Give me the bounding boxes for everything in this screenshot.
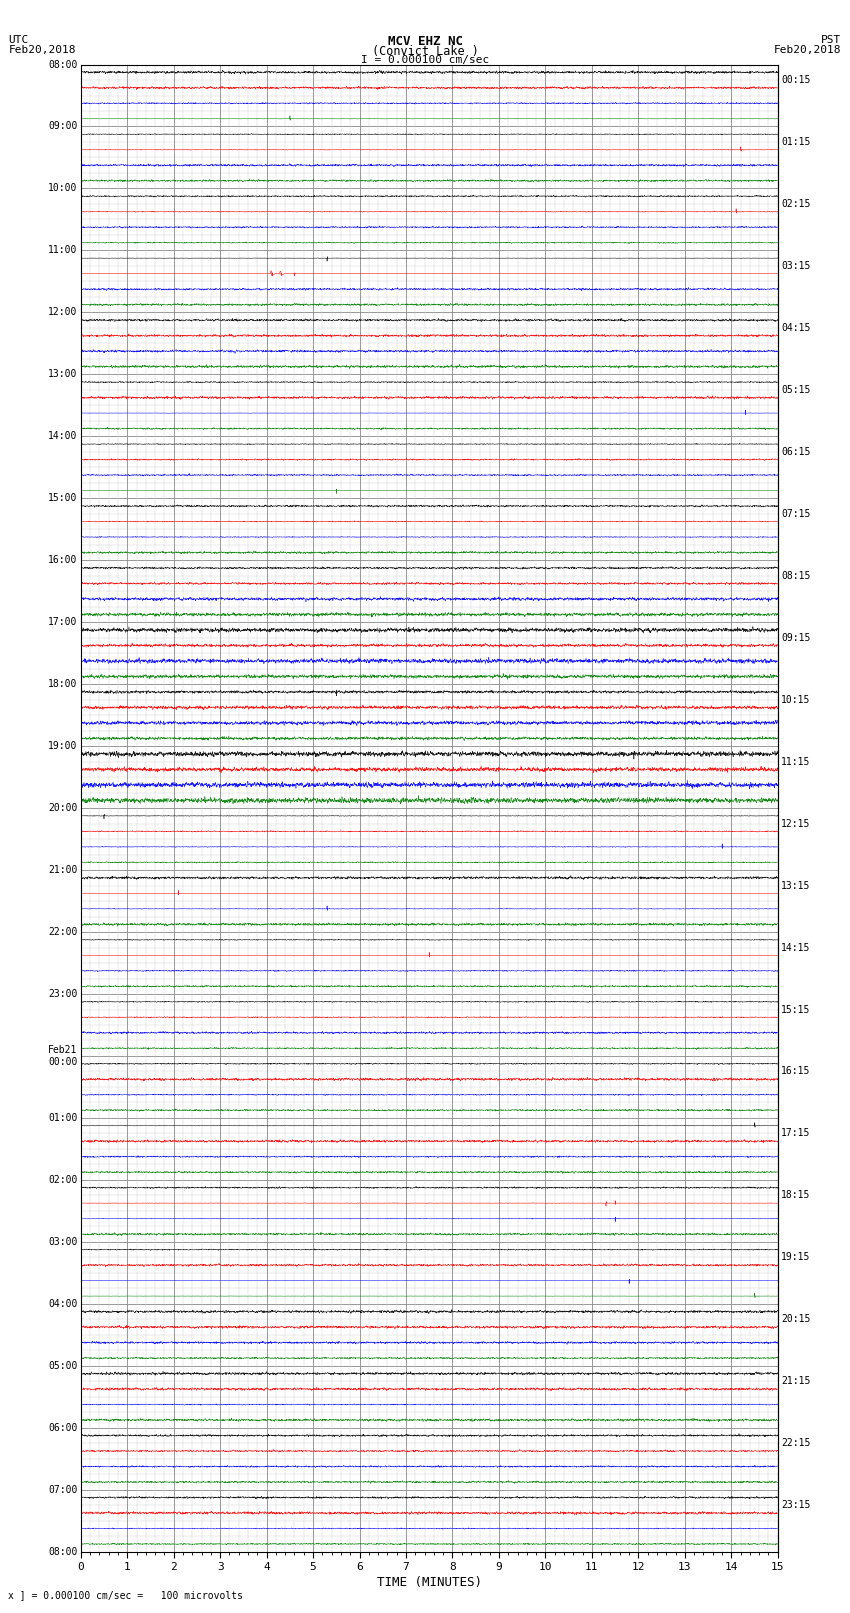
- Text: 04:15: 04:15: [781, 323, 811, 332]
- Text: 13:00: 13:00: [48, 369, 77, 379]
- Text: 20:00: 20:00: [48, 803, 77, 813]
- X-axis label: TIME (MINUTES): TIME (MINUTES): [377, 1576, 482, 1589]
- Text: 00:15: 00:15: [781, 76, 811, 85]
- Text: (Convict Lake ): (Convict Lake ): [371, 45, 479, 58]
- Text: 05:00: 05:00: [48, 1361, 77, 1371]
- Text: 04:00: 04:00: [48, 1298, 77, 1308]
- Text: 21:00: 21:00: [48, 865, 77, 876]
- Text: 21:15: 21:15: [781, 1376, 811, 1386]
- Text: 03:15: 03:15: [781, 261, 811, 271]
- Text: 13:15: 13:15: [781, 881, 811, 890]
- Text: 22:00: 22:00: [48, 927, 77, 937]
- Text: 11:00: 11:00: [48, 245, 77, 255]
- Text: 05:15: 05:15: [781, 386, 811, 395]
- Text: 10:15: 10:15: [781, 695, 811, 705]
- Text: 12:00: 12:00: [48, 308, 77, 318]
- Text: 20:15: 20:15: [781, 1315, 811, 1324]
- Text: 08:00: 08:00: [48, 60, 77, 69]
- Text: 14:15: 14:15: [781, 942, 811, 953]
- Text: 03:00: 03:00: [48, 1237, 77, 1247]
- Text: 01:00: 01:00: [48, 1113, 77, 1123]
- Text: Feb21
00:00: Feb21 00:00: [48, 1045, 77, 1066]
- Text: I = 0.000100 cm/sec: I = 0.000100 cm/sec: [361, 55, 489, 65]
- Text: 09:15: 09:15: [781, 632, 811, 642]
- Text: 18:15: 18:15: [781, 1190, 811, 1200]
- Text: 16:15: 16:15: [781, 1066, 811, 1076]
- Text: Feb20,2018: Feb20,2018: [774, 45, 842, 55]
- Text: 08:15: 08:15: [781, 571, 811, 581]
- Text: 17:00: 17:00: [48, 618, 77, 627]
- Text: MCV EHZ NC: MCV EHZ NC: [388, 35, 462, 48]
- Text: 15:15: 15:15: [781, 1005, 811, 1015]
- Text: 07:15: 07:15: [781, 508, 811, 519]
- Text: x ] = 0.000100 cm/sec =   100 microvolts: x ] = 0.000100 cm/sec = 100 microvolts: [8, 1590, 243, 1600]
- Text: 02:00: 02:00: [48, 1174, 77, 1186]
- Text: 08:00: 08:00: [48, 1547, 77, 1557]
- Text: 15:00: 15:00: [48, 494, 77, 503]
- Text: UTC: UTC: [8, 35, 29, 45]
- Text: Feb20,2018: Feb20,2018: [8, 45, 76, 55]
- Text: 14:00: 14:00: [48, 431, 77, 442]
- Text: 12:15: 12:15: [781, 819, 811, 829]
- Text: 01:15: 01:15: [781, 137, 811, 147]
- Text: 02:15: 02:15: [781, 198, 811, 210]
- Text: 07:00: 07:00: [48, 1484, 77, 1495]
- Text: 19:00: 19:00: [48, 740, 77, 752]
- Text: 10:00: 10:00: [48, 184, 77, 194]
- Text: 06:15: 06:15: [781, 447, 811, 456]
- Text: 18:00: 18:00: [48, 679, 77, 689]
- Text: 11:15: 11:15: [781, 756, 811, 766]
- Text: 17:15: 17:15: [781, 1129, 811, 1139]
- Text: 23:15: 23:15: [781, 1500, 811, 1510]
- Text: 22:15: 22:15: [781, 1439, 811, 1448]
- Text: 06:00: 06:00: [48, 1423, 77, 1432]
- Text: 09:00: 09:00: [48, 121, 77, 132]
- Text: 16:00: 16:00: [48, 555, 77, 565]
- Text: PST: PST: [821, 35, 842, 45]
- Text: 19:15: 19:15: [781, 1252, 811, 1263]
- Text: 23:00: 23:00: [48, 989, 77, 998]
